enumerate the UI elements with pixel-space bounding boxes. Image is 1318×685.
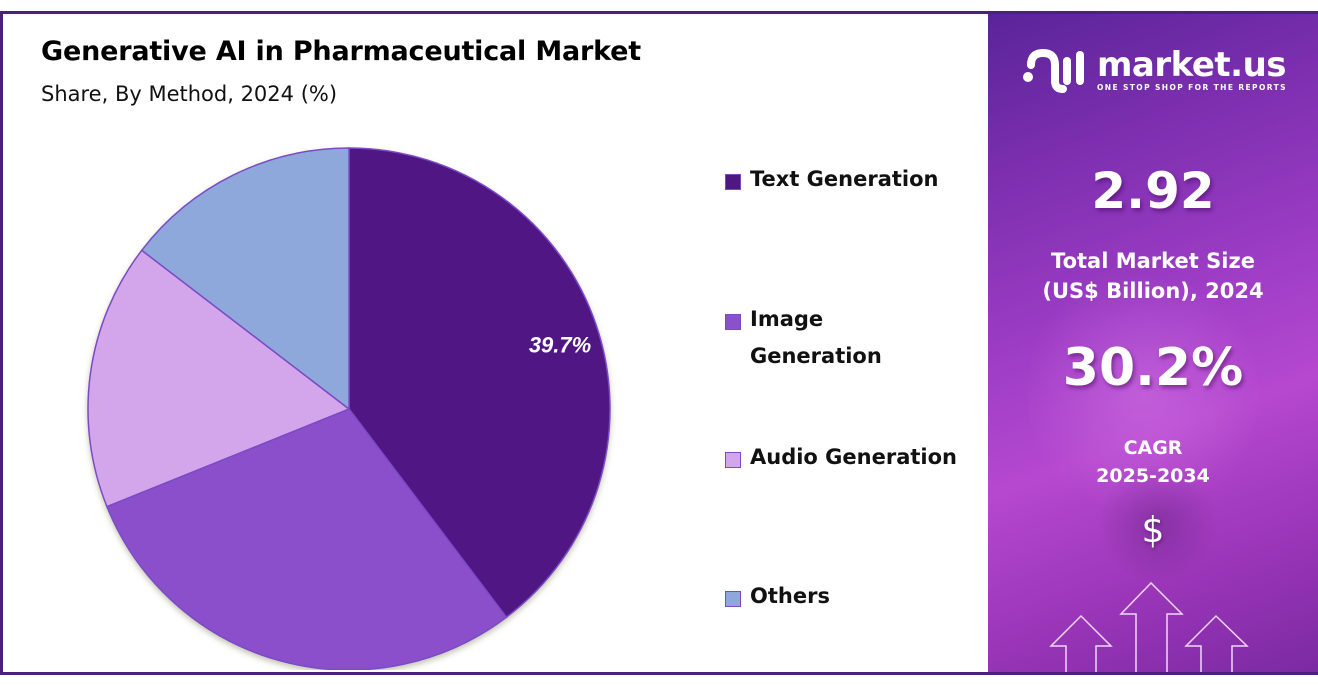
chart-subtitle: Share, By Method, 2024 (%) (41, 82, 338, 106)
logo-tagline: ONE STOP SHOP FOR THE REPORTS (1097, 83, 1287, 92)
market-size-label: Total Market Size (US$ Billion), 2024 (988, 246, 1318, 306)
pie-slice-audio-generation[interactable] (87, 249, 351, 508)
background-glow (1098, 464, 1218, 584)
infographic-frame: Generative AI in Pharmaceutical Market S… (0, 11, 1318, 675)
growth-arrows-icon (1049, 581, 1249, 672)
cagr-label-line2: 2025-2034 (1096, 465, 1210, 487)
dollar-icon: $ (1141, 510, 1165, 551)
legend-label: Others (750, 584, 830, 608)
market-size-label-line2: (US$ Billion), 2024 (1042, 279, 1264, 303)
legend-item-image-generation[interactable]: Image Generation (725, 307, 900, 375)
chart-area: Generative AI in Pharmaceutical Market S… (3, 14, 988, 672)
legend-swatch-audio-generation (725, 452, 741, 468)
legend-swatch-others (725, 591, 741, 607)
legend-item-audio-generation[interactable]: Audio Generation (725, 445, 990, 476)
legend-label: Audio Generation (750, 445, 957, 469)
pie-slice-text-generation[interactable] (348, 147, 611, 619)
legend-item-others[interactable]: Others (725, 584, 990, 615)
cagr-label: CAGR 2025-2034 (988, 434, 1318, 490)
pie-slice-others[interactable] (140, 147, 350, 411)
logo-name: market.us (1097, 45, 1287, 85)
cagr-label-line1: CAGR (1123, 437, 1183, 459)
market-size-label-line1: Total Market Size (1051, 249, 1255, 273)
market-us-logo[interactable]: market.us ONE STOP SHOP FOR THE REPORTS (1021, 47, 1287, 93)
cagr-value: 30.2% (1062, 338, 1244, 398)
pie-slice-image-generation[interactable] (105, 408, 508, 670)
summary-panel: market.us ONE STOP SHOP FOR THE REPORTS … (988, 14, 1318, 672)
chart-title: Generative AI in Pharmaceutical Market (41, 36, 641, 67)
legend-swatch-image-generation (725, 314, 741, 330)
legend-label: Image Generation (750, 307, 882, 368)
slice-label-text-generation: 39.7% (529, 332, 591, 357)
pie-chart: 39.7% (87, 147, 611, 670)
legend-swatch-text-generation (725, 174, 741, 190)
market-us-logo-icon (1023, 48, 1084, 93)
legend-item-text-generation[interactable]: Text Generation (725, 167, 990, 198)
market-size-value: 2.92 (1091, 162, 1215, 220)
legend-label: Text Generation (750, 167, 939, 191)
